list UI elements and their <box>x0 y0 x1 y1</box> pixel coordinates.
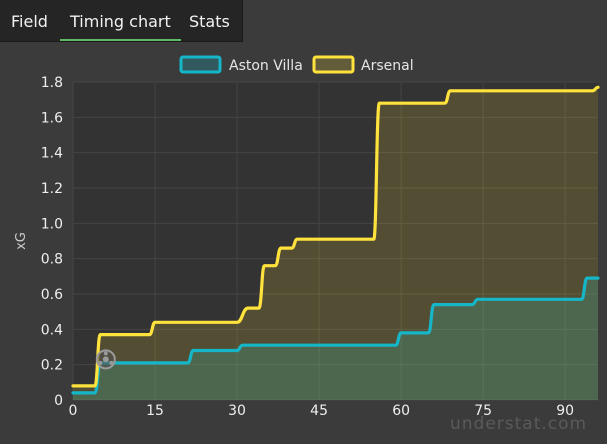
y-axis-label: xG <box>14 232 29 250</box>
goal-ball-patch <box>98 360 103 365</box>
y-tick-label: 1.2 <box>41 181 63 197</box>
y-tick-label: 0.2 <box>41 358 63 374</box>
tab-field[interactable]: Field <box>11 12 48 31</box>
legend-label: Aston Villa <box>229 58 303 74</box>
y-tick-label: 0.6 <box>41 287 63 303</box>
watermark: understat.com <box>450 414 588 434</box>
y-tick-label: 0.8 <box>41 252 63 268</box>
series-line-aston-villa <box>71 276 600 395</box>
y-tick-label: 0 <box>54 393 63 409</box>
series-area-arsenal <box>73 87 598 401</box>
legend-swatch-arsenal <box>312 55 355 74</box>
tab-timing-chart[interactable]: Timing chart <box>60 0 181 42</box>
view-tabs: Field Timing chart Stats <box>0 0 243 42</box>
y-tick-label: 1.8 <box>41 75 63 91</box>
goal-ball-patch <box>103 351 108 356</box>
legend-label: Arsenal <box>361 58 414 74</box>
x-tick-label: 60 <box>392 403 410 419</box>
y-tick-label: 1.0 <box>41 216 63 232</box>
goal-marker-icon <box>95 349 116 370</box>
y-tick-label: 1.6 <box>41 110 63 126</box>
y-tick-label: 1.4 <box>41 146 63 162</box>
x-tick-label: 75 <box>474 403 492 419</box>
goal-ball-patch <box>109 360 114 365</box>
series-area-aston-villa <box>73 278 598 400</box>
x-tick-label: 15 <box>146 403 164 419</box>
x-tick-label: 45 <box>310 403 328 419</box>
tab-stats[interactable]: Stats <box>189 12 230 31</box>
y-tick-label: 0.4 <box>41 322 63 338</box>
x-tick-label: 30 <box>228 403 246 419</box>
plot-area <box>73 82 598 400</box>
x-tick-label: 90 <box>556 403 574 419</box>
x-tick-label: 0 <box>69 403 78 419</box>
goal-ball-center <box>102 356 109 363</box>
legend-swatch-aston-villa <box>179 55 222 74</box>
series-line-arsenal <box>71 85 600 388</box>
